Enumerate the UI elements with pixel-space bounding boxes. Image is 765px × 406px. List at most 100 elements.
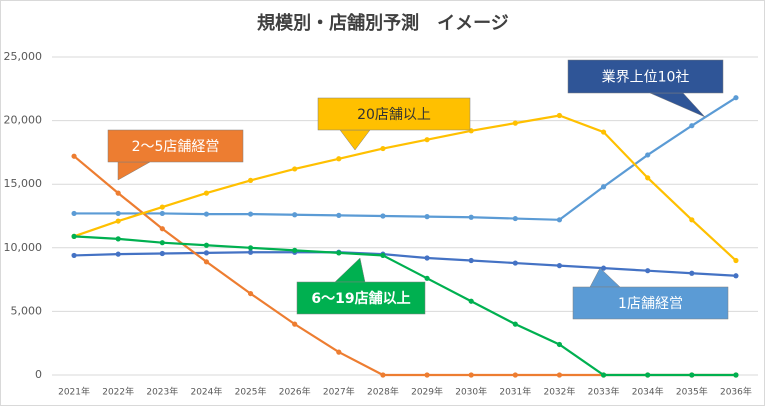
y-tick-label: 25,000 [4,50,43,63]
point [336,250,342,256]
x-tick-label: 2021年 [58,386,90,398]
series-line [74,96,737,221]
legend-label: 2〜5店舗経営 [132,139,220,155]
point [556,217,563,223]
point [159,250,165,257]
point [203,259,210,265]
point [336,349,342,355]
point [115,236,121,242]
point [159,210,165,217]
point [512,120,518,126]
point [424,255,430,261]
x-tick-label: 2027年 [323,386,355,398]
point [689,270,695,276]
x-tick-label: 2034年 [632,386,664,398]
point [159,204,165,210]
y-tick-label: 20,000 [4,114,43,127]
point [292,247,298,253]
point [71,210,77,217]
point [512,260,518,266]
point [247,211,254,217]
x-tick-label: 2022年 [102,386,134,398]
point [468,257,474,264]
point [733,257,739,264]
x-tick-label: 2033年 [588,386,620,398]
point [203,242,210,248]
point [203,190,210,196]
point [645,268,651,274]
point [292,212,298,218]
point [424,372,430,378]
point [600,184,607,190]
point [203,211,210,217]
point [600,265,607,271]
point [645,372,651,378]
callout-box [296,281,426,315]
point [556,263,563,269]
point [247,245,254,251]
x-tick-label: 2031年 [499,386,531,398]
x-tick-label: 2024年 [190,386,222,398]
point [71,233,77,239]
point [733,372,739,378]
x-tick-label: 2026年 [279,386,311,398]
point [556,372,563,378]
point [689,217,695,223]
point [247,290,254,297]
point [689,123,695,129]
y-tick-label: 0 [35,368,42,381]
callout-box [107,129,244,163]
point [380,213,386,219]
callout-box [567,59,724,94]
x-tick-label: 2028年 [367,386,399,398]
point [424,214,430,220]
point [689,372,695,378]
point [159,226,165,232]
x-tick-label: 2029年 [411,386,443,398]
legend-label: 1店舗経営 [618,296,683,312]
point [71,153,77,159]
x-tick-label: 2023年 [146,386,178,398]
callout-box [572,286,729,320]
x-tick-label: 2025年 [235,386,267,398]
point [468,214,474,220]
point [733,95,739,101]
point [292,166,298,172]
point [115,218,121,224]
point [336,156,342,162]
point [512,215,518,222]
point [115,251,121,257]
point [380,252,386,259]
point [115,190,121,196]
point [115,210,121,217]
point [733,273,739,279]
series-line [73,235,736,377]
x-tick-label: 2032年 [543,386,575,398]
point [600,129,607,135]
legend-label: 20店舗以上 [357,107,431,123]
point [600,372,607,378]
y-tick-label: 5,000 [11,304,43,317]
callout-box [317,97,471,131]
point [468,372,474,378]
point [203,250,210,256]
point [645,175,651,181]
x-tick-label: 2036年 [720,386,752,398]
point [247,249,254,255]
point [424,137,430,143]
legend-label: 6〜19店舗以上 [311,290,410,307]
point [556,112,563,119]
series-line [74,251,737,277]
point [424,275,430,281]
point [159,240,165,246]
point [512,321,518,327]
point [71,252,77,259]
point [247,177,254,183]
legend-label: 業界上位10社 [602,70,690,86]
x-tick-label: 2030年 [455,386,487,398]
y-tick-label: 15,000 [4,177,43,190]
point [468,298,474,304]
point [292,321,298,327]
y-tick-label: 10,000 [4,241,43,254]
